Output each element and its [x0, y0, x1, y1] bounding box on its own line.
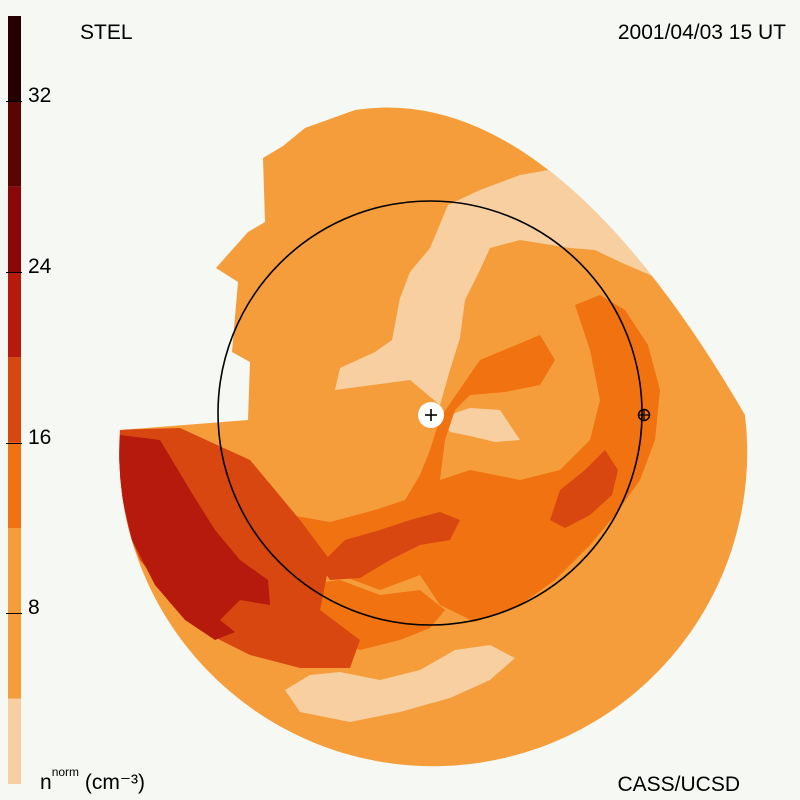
- colorbar-tick-mark: [6, 101, 22, 103]
- colorbar: [8, 16, 21, 784]
- colorbar-label-main: n: [40, 771, 52, 794]
- region-red-east: [550, 450, 618, 528]
- colorbar-label-unit: (cm⁻³): [84, 771, 145, 794]
- chart-title-station: STEL: [80, 21, 133, 44]
- colorbar-tick-mark: [6, 272, 22, 273]
- colorbar-bin-5: [8, 186, 21, 272]
- colorbar-label-sup: norm: [51, 765, 80, 779]
- colorbar-tick-mark: [6, 442, 22, 444]
- chart-credit: CASS/UCSD: [617, 773, 740, 796]
- colorbar-bin-0: [8, 698, 21, 784]
- colorbar-bin-7: [8, 16, 21, 102]
- colorbar-bin-2: [8, 442, 21, 528]
- colorbar-tick-label: 32: [28, 84, 52, 108]
- colorbar-bin-6: [8, 101, 21, 187]
- colorbar-unit-label: nnorm (cm⁻³): [40, 766, 145, 794]
- colorbar-tick-mark: [6, 613, 22, 615]
- region-darkred-west: [119, 435, 270, 640]
- region-pale-north: [335, 168, 700, 405]
- colorbar-bin-4: [8, 272, 21, 358]
- chart-title-datetime: 2001/04/03 15 UT: [617, 21, 786, 44]
- colorbar-tick-label: 8: [28, 596, 40, 620]
- colorbar-bin-3: [8, 357, 21, 443]
- colorbar-tick-label: 24: [28, 255, 52, 278]
- region-pale-south: [285, 645, 515, 722]
- region-pale-center: [440, 408, 520, 442]
- colorbar-tick-label: 16: [28, 425, 52, 449]
- region-red-center: [320, 512, 460, 580]
- reference-circle: [217, 200, 643, 626]
